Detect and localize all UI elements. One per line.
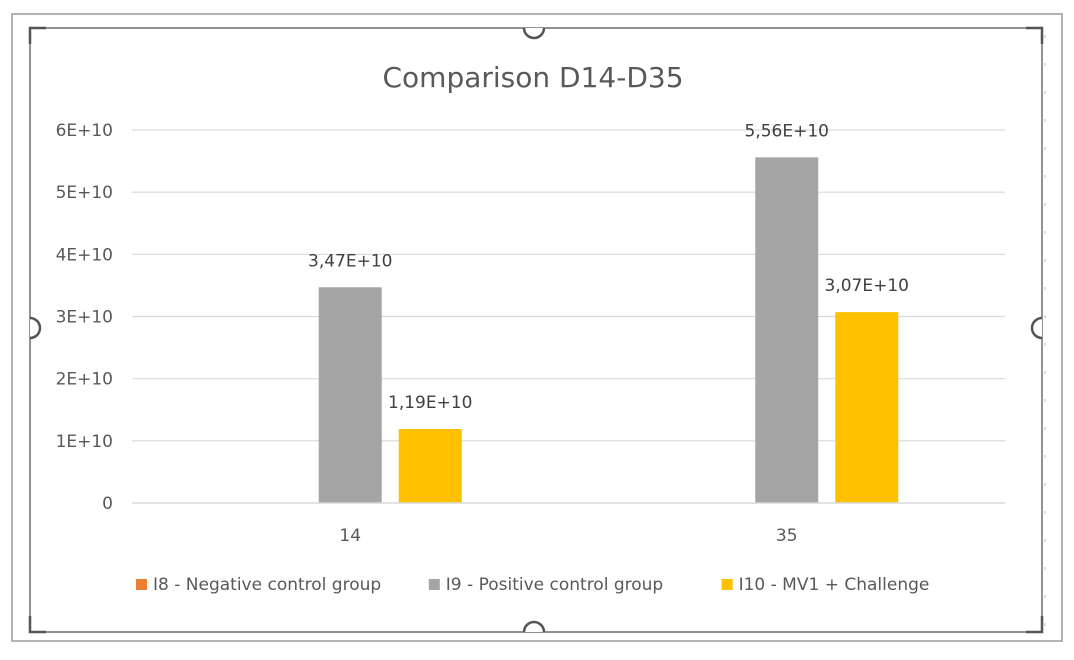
selection-handles[interactable] xyxy=(28,26,1044,634)
legend-item[interactable]: I8 - Negative control group xyxy=(136,575,381,595)
data-label: 1,19E+10 xyxy=(388,393,472,413)
legend-item[interactable]: I9 - Positive control group xyxy=(428,575,663,595)
bar[interactable] xyxy=(755,157,819,503)
y-axis-tick-labels: 0 1E+10 2E+10 3E+10 4E+10 5E+10 6E+10 xyxy=(56,121,113,514)
x-tick-label: 14 xyxy=(339,526,361,546)
data-label: 5,56E+10 xyxy=(745,121,829,141)
legend-swatch xyxy=(721,579,733,590)
data-label: 3,07E+10 xyxy=(825,276,909,296)
legend-item[interactable]: I10 - MV1 + Challenge xyxy=(721,575,930,595)
handle-right-middle[interactable] xyxy=(1030,316,1043,340)
handle-top-left[interactable] xyxy=(28,26,46,44)
y-tick-label: 4E+10 xyxy=(56,245,113,265)
x-axis-tick-labels: 14 35 xyxy=(339,526,797,546)
x-tick-label: 35 xyxy=(776,526,798,546)
bar[interactable] xyxy=(318,287,382,503)
handle-top-middle[interactable] xyxy=(522,27,546,40)
legend-label: I10 - MV1 + Challenge xyxy=(739,575,930,595)
y-tick-label: 0 xyxy=(102,494,113,514)
bars xyxy=(318,157,899,503)
handle-bottom-right[interactable] xyxy=(1026,616,1044,634)
y-tick-label: 2E+10 xyxy=(56,370,113,390)
data-labels: 3,47E+10 1,19E+10 5,56E+10 3,07E+10 xyxy=(308,121,909,413)
y-tick-label: 6E+10 xyxy=(56,121,113,141)
chart-title: Comparison D14-D35 xyxy=(382,61,683,94)
legend-label: I8 - Negative control group xyxy=(153,575,381,595)
legend-swatch xyxy=(136,579,147,590)
legend-swatch xyxy=(428,579,440,590)
handle-bottom-left[interactable] xyxy=(28,616,46,634)
bar[interactable] xyxy=(835,312,899,503)
y-tick-label: 1E+10 xyxy=(56,432,113,452)
legend: I8 - Negative control group I9 - Positive… xyxy=(136,575,929,595)
handle-top-right[interactable] xyxy=(1026,26,1044,44)
legend-label: I9 - Positive control group xyxy=(446,575,663,595)
y-tick-label: 5E+10 xyxy=(56,183,113,203)
handle-bottom-middle[interactable] xyxy=(522,620,546,633)
y-tick-label: 3E+10 xyxy=(56,308,113,328)
data-label: 3,47E+10 xyxy=(308,251,392,271)
handle-left-middle[interactable] xyxy=(29,316,42,340)
bar[interactable] xyxy=(398,429,462,503)
